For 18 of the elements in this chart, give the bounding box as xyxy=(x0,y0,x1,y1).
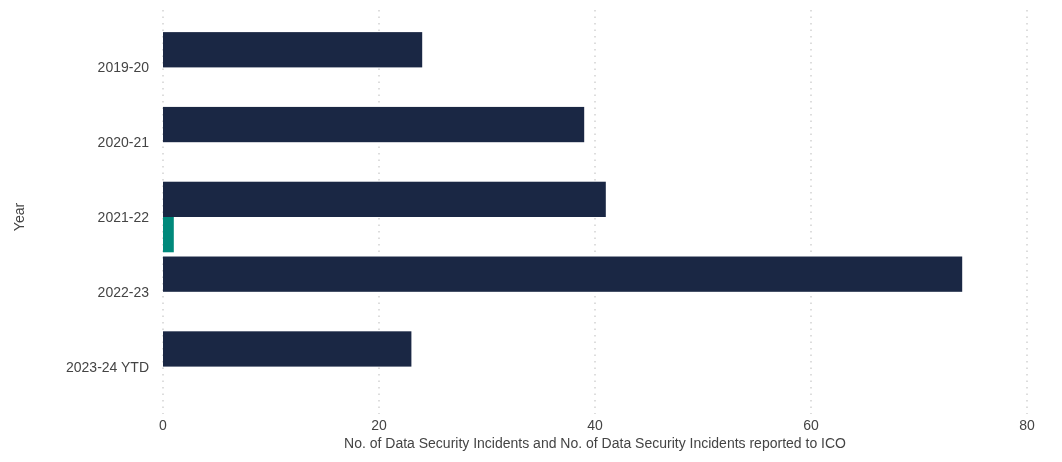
x-tick-label: 20 xyxy=(371,417,387,433)
x-tick-label: 0 xyxy=(159,417,168,433)
x-tick-label: 80 xyxy=(1019,417,1035,433)
y-tick-label: 2021-22 xyxy=(97,209,150,225)
bar xyxy=(163,256,963,292)
y-tick-label: 2023-24 YTD xyxy=(65,358,149,375)
x-axis-title: No. of Data Security Incidents and No. of Data Security Incidents reported to ICO xyxy=(344,435,847,451)
y-axis-title: Year xyxy=(11,202,27,232)
y-tick-label: 2022-23 xyxy=(97,283,150,300)
y-tick-label: 2020-21 xyxy=(97,134,150,151)
bar xyxy=(163,331,412,367)
y-tick-label: 2019-20 xyxy=(97,59,150,76)
bar xyxy=(163,32,423,68)
x-tick-label: 40 xyxy=(587,417,603,433)
x-tick-label: 60 xyxy=(803,417,819,433)
bar xyxy=(163,181,606,217)
bar xyxy=(163,217,174,253)
bar xyxy=(163,106,585,143)
